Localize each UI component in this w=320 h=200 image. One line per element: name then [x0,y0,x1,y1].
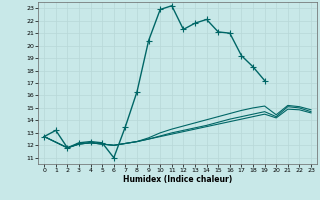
X-axis label: Humidex (Indice chaleur): Humidex (Indice chaleur) [123,175,232,184]
